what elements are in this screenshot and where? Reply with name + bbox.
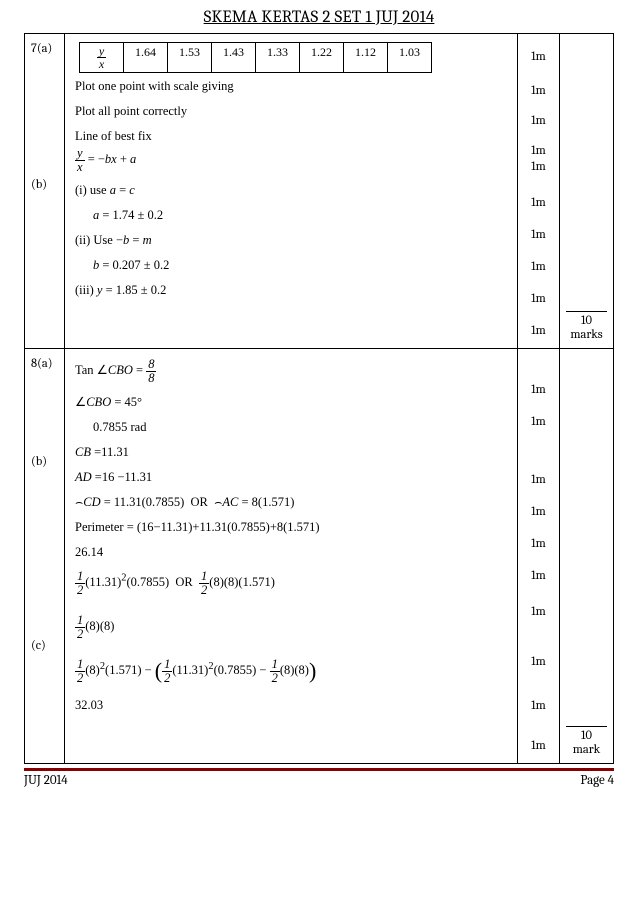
q8c-label: (c) [31, 639, 58, 653]
mark: 1m [524, 505, 553, 519]
q8a-label: 8(a) [31, 357, 58, 371]
mark: 1m [524, 324, 553, 338]
data-cell: 1.12 [344, 43, 388, 73]
mark: 1m [524, 196, 553, 210]
footer-right: Page 4 [580, 773, 614, 788]
mark: 1m [524, 569, 553, 583]
q8c-val: 32.03 [75, 698, 507, 713]
q8a-angle: ∠CBO = 45° [75, 394, 507, 410]
data-cell: 1.64 [124, 43, 168, 73]
q8c-area2: 12(8)(8) [75, 614, 507, 640]
q7-total: 10 marks [560, 34, 614, 349]
mark: 1m [524, 84, 553, 98]
q8c-area1: 12(11.31)2(0.7855) OR 12(8)(8)(1.571) [75, 570, 507, 596]
q7-data-table: yx 1.64 1.53 1.43 1.33 1.22 1.12 1.03 [79, 42, 432, 73]
q7-step3: Line of best fix [75, 129, 507, 144]
mark: 1m [524, 260, 553, 274]
q8b-perimeter: Perimeter = (16−11.31)+11.31(0.7855)+8(1… [75, 520, 507, 535]
data-cell: 1.03 [388, 43, 432, 73]
mark: 1m [524, 50, 553, 64]
table-head-yx: yx [80, 43, 124, 73]
mark: 1m [524, 383, 553, 397]
mark: 1m [524, 699, 553, 713]
page-footer: JUJ 2014 Page 4 [24, 768, 614, 788]
q7b-label: (b) [31, 178, 58, 192]
marking-scheme-table: 7(a) (b) yx 1.64 1.53 1.43 1.33 1.22 1.1… [24, 33, 614, 764]
mark: 1m [524, 228, 553, 242]
q8b-arc: ⌢CD = 11.31(0.7855) OR ⌢AC = 8(1.571) [75, 495, 507, 510]
q7-ii: (ii) Use −b = m [75, 233, 507, 248]
q8b-cb: CB =11.31 [75, 445, 507, 460]
q7-body: yx 1.64 1.53 1.43 1.33 1.22 1.12 1.03 Pl… [65, 34, 518, 349]
page-title: SKEMA KERTAS 2 SET 1 JUJ 2014 [24, 8, 614, 27]
q7-i: (i) use a = c [75, 183, 507, 198]
label: (i) use [75, 183, 110, 197]
q7-ii-val: b = 0.207 ± 0.2 [75, 258, 507, 273]
mark: 1m [524, 144, 553, 158]
mark: 1m [524, 292, 553, 306]
q7-labels: 7(a) (b) [25, 34, 65, 349]
q8-marks: 1m 1m 1m 1m 1m 1m 1m 1m 1m 1m [518, 349, 560, 764]
q7-iii: (iii) y = 1.85 ± 0.2 [75, 283, 507, 298]
q8c-area3: 12(8)2(1.571) − (12(11.31)2(0.7855) − 12… [75, 658, 507, 684]
data-cell: 1.22 [300, 43, 344, 73]
q7-marks: 1m 1m 1m 1m 1m 1m 1m 1m 1m 1m [518, 34, 560, 349]
q7a-label: 7(a) [31, 42, 58, 56]
q7-i-val: a = 1.74 ± 0.2 [75, 208, 507, 223]
q8-total: 10 mark [560, 349, 614, 764]
q7-step2: Plot all point correctly [75, 104, 507, 119]
mark: 1m [524, 739, 553, 753]
mark: 1m [524, 415, 553, 429]
label: (iii) [75, 283, 97, 297]
data-cell: 1.53 [168, 43, 212, 73]
q8a-tan: Tan ∠CBO = 88 [75, 358, 507, 384]
q8b-label: (b) [31, 455, 58, 469]
q7b-equation: yx = −bx + a [75, 147, 507, 173]
mark: 1m [524, 605, 553, 619]
label: (ii) Use [75, 233, 116, 247]
mark: 1m [524, 655, 553, 669]
mark: 1m [524, 537, 553, 551]
q8-body: Tan ∠CBO = 88 ∠CBO = 45° 0.7855 rad CB =… [65, 349, 518, 764]
q8b-ad: AD =16 −11.31 [75, 470, 507, 485]
q8-total-value: 10 mark [566, 726, 607, 757]
perim-label: Perimeter [75, 520, 124, 534]
q8a-rad: 0.7855 rad [75, 420, 507, 435]
mark: 1m [524, 160, 553, 174]
q7-step1: Plot one point with scale giving [75, 79, 507, 94]
q8b-perim-val: 26.14 [75, 545, 507, 560]
q8-labels: 8(a) (b) (c) [25, 349, 65, 764]
mark: 1m [524, 473, 553, 487]
data-cell: 1.33 [256, 43, 300, 73]
footer-left: JUJ 2014 [24, 773, 68, 788]
mark: 1m [524, 114, 553, 128]
q7-total-value: 10 marks [566, 311, 607, 342]
data-cell: 1.43 [212, 43, 256, 73]
